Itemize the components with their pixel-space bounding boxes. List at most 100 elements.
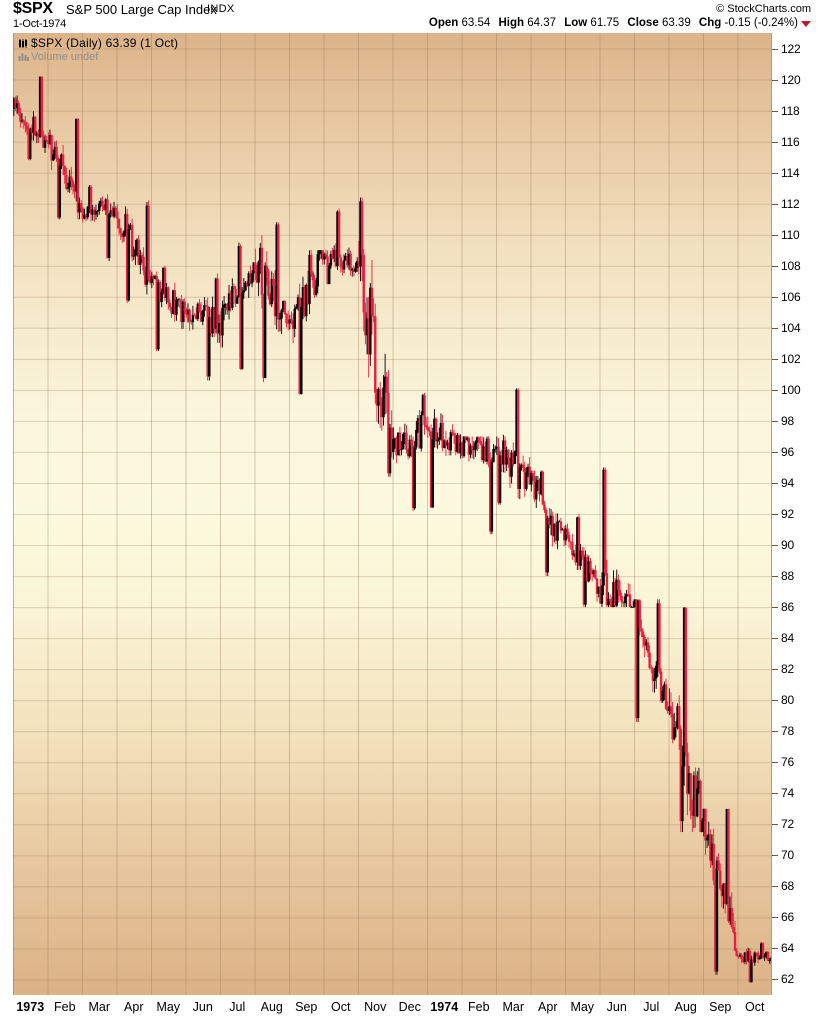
ohlc-quote-bar: Open 63.54 High 64.37 Low 61.75 Close 63… <box>429 17 811 29</box>
quote-date: 1-Oct-1974 <box>13 18 67 30</box>
y-axis-label: 120 <box>781 72 801 87</box>
y-axis-tick <box>772 576 778 578</box>
close-value: 63.39 <box>661 17 691 29</box>
y-axis-label: 112 <box>781 196 800 211</box>
y-axis-tick <box>772 979 778 981</box>
y-axis-label: 72 <box>781 817 794 832</box>
x-axis-label: 1973 <box>16 1000 45 1014</box>
symbol-name: S&P 500 Large Cap Index <box>66 2 217 17</box>
y-axis-tick <box>772 389 778 391</box>
y-axis-label: 92 <box>781 507 794 521</box>
y-axis-label: 62 <box>781 972 794 987</box>
arrow-down-icon <box>801 21 811 27</box>
x-axis-label: Dec <box>398 1000 421 1014</box>
y-axis-tick <box>772 545 778 547</box>
y-axis-label: 98 <box>781 413 794 428</box>
symbol-ticker: $SPX <box>13 0 53 17</box>
y-axis-label: 102 <box>781 351 801 366</box>
y-axis-tick <box>772 358 778 360</box>
y-axis-tick <box>772 79 778 81</box>
series-legend-volume: Volume undef <box>18 51 98 63</box>
chart-gridlines <box>13 33 771 995</box>
y-axis-label: 90 <box>781 538 794 553</box>
y-axis-label: 104 <box>781 320 801 335</box>
x-axis-label: Sep <box>709 1000 732 1014</box>
series-legend-price-text: $SPX (Daily) 63.39 (1 Oct) <box>31 36 179 50</box>
chg-value: -0.15 (-0.24%) <box>724 17 798 29</box>
candlestick-icon <box>19 39 27 48</box>
y-axis-label: 106 <box>781 289 801 304</box>
x-axis-label: Feb <box>467 1000 490 1014</box>
y-axis-label: 76 <box>781 755 794 770</box>
y-axis-label: 68 <box>781 879 794 894</box>
y-axis-tick <box>772 669 778 671</box>
y-axis: 122 120 118 116 114 112 110 108 106 104 102 100 98 96… <box>772 33 819 995</box>
x-axis-label: Nov <box>364 1000 387 1014</box>
high-value: 64.37 <box>527 17 557 29</box>
y-axis-label: 88 <box>781 569 794 584</box>
stockcharts-watermark: © StockCharts.com <box>716 3 811 15</box>
y-axis-label: 110 <box>781 227 800 242</box>
x-axis-label: Jul <box>643 1000 660 1014</box>
y-axis-label: 96 <box>781 444 794 459</box>
price-chart-plot[interactable]: $SPX (Daily) 63.39 (1 Oct) Volume undef <box>13 33 772 995</box>
y-axis-tick <box>772 296 778 298</box>
y-axis-tick <box>772 638 778 640</box>
y-axis-tick <box>772 948 778 950</box>
y-axis-label: 94 <box>781 475 794 490</box>
volume-bars-icon <box>18 53 29 61</box>
y-axis-tick <box>772 762 778 764</box>
y-axis-label: 64 <box>781 941 794 956</box>
x-axis-label: Oct <box>331 1000 351 1014</box>
symbol-exchange: INDX <box>207 3 235 15</box>
y-axis-label: 82 <box>781 662 794 677</box>
y-axis-label: 108 <box>781 258 801 273</box>
y-axis-tick <box>772 917 778 919</box>
x-axis-label: Oct <box>745 1000 765 1014</box>
x-axis-label: Aug <box>674 1000 697 1014</box>
y-axis-tick <box>772 265 778 267</box>
y-axis-label: 100 <box>781 382 801 397</box>
x-axis-label: Apr <box>124 1000 144 1014</box>
y-axis-tick <box>772 886 778 888</box>
y-axis-tick <box>772 731 778 733</box>
chart-header: $SPX S&P 500 Large Cap Index INDX 1-Oct-… <box>0 0 819 33</box>
y-axis-tick <box>772 482 778 484</box>
candlestick-series <box>13 76 771 983</box>
x-axis-label: May <box>570 1000 595 1014</box>
y-axis-label: 70 <box>781 848 794 863</box>
y-axis-label: 78 <box>781 724 794 739</box>
x-axis-label: Jun <box>606 1000 627 1014</box>
x-axis-label: 1974 <box>430 1000 459 1014</box>
y-axis-label: 122 <box>781 41 801 56</box>
y-axis-tick <box>772 451 778 453</box>
x-axis-label: Apr <box>538 1000 558 1014</box>
x-axis-label: Feb <box>53 1000 76 1014</box>
y-axis-tick <box>772 327 778 329</box>
x-axis-label: May <box>156 1000 181 1014</box>
y-axis-tick <box>772 514 778 515</box>
x-axis-label: Mar <box>502 1000 525 1014</box>
y-axis-label: 74 <box>781 786 794 801</box>
y-axis-tick <box>772 234 778 236</box>
low-value: 61.75 <box>590 17 620 29</box>
y-axis-tick <box>772 110 778 112</box>
x-axis-label: Jul <box>229 1000 246 1014</box>
y-axis-label: 114 <box>781 165 800 180</box>
series-legend-price: $SPX (Daily) 63.39 (1 Oct) <box>18 36 178 50</box>
y-axis-label: 66 <box>781 910 794 925</box>
x-axis-label: Sep <box>295 1000 318 1014</box>
low-label: Low <box>564 17 588 29</box>
y-axis-tick <box>772 203 778 205</box>
y-axis-label: 84 <box>781 631 794 646</box>
y-axis-tick <box>772 141 778 143</box>
y-axis-label: 118 <box>781 103 800 118</box>
series-legend-volume-text: Volume undef <box>31 51 99 63</box>
y-axis-label: 86 <box>781 600 794 615</box>
x-axis-label: Mar <box>88 1000 111 1014</box>
close-label: Close <box>627 17 659 29</box>
y-axis-label: 80 <box>781 693 794 708</box>
chg-label: Chg <box>698 17 722 29</box>
y-axis-label: 116 <box>781 134 800 149</box>
y-axis-tick <box>772 855 778 857</box>
